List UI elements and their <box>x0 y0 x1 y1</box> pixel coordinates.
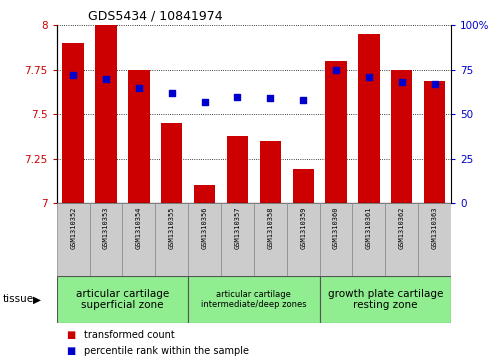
Bar <box>287 203 319 276</box>
Text: ■: ■ <box>67 330 76 340</box>
Bar <box>194 185 215 203</box>
Text: GSM1310357: GSM1310357 <box>235 207 241 249</box>
Text: tissue: tissue <box>2 294 34 305</box>
Point <box>102 76 110 82</box>
Point <box>266 95 274 101</box>
Text: GSM1310360: GSM1310360 <box>333 207 339 249</box>
Text: GSM1310359: GSM1310359 <box>300 207 306 249</box>
Text: GSM1310358: GSM1310358 <box>267 207 273 249</box>
Point <box>365 74 373 80</box>
Bar <box>63 43 84 203</box>
Text: ■: ■ <box>67 346 76 356</box>
Point <box>332 67 340 73</box>
Point <box>431 81 439 87</box>
Bar <box>95 25 117 203</box>
Bar <box>155 203 188 276</box>
Bar <box>352 203 386 276</box>
Bar <box>90 203 122 276</box>
Point <box>135 85 143 90</box>
Point <box>69 72 77 78</box>
Text: GSM1310363: GSM1310363 <box>432 207 438 249</box>
Text: GSM1310352: GSM1310352 <box>70 207 76 249</box>
Point <box>201 99 209 105</box>
Text: transformed count: transformed count <box>84 330 175 340</box>
Text: ▶: ▶ <box>33 294 41 305</box>
Bar <box>424 81 445 203</box>
Bar <box>188 203 221 276</box>
Text: GSM1310354: GSM1310354 <box>136 207 142 249</box>
Bar <box>227 136 248 203</box>
Bar <box>188 276 319 323</box>
Text: GSM1310361: GSM1310361 <box>366 207 372 249</box>
Bar <box>386 203 418 276</box>
Bar <box>325 61 347 203</box>
Point <box>168 90 176 96</box>
Text: GSM1310353: GSM1310353 <box>103 207 109 249</box>
Bar <box>122 203 155 276</box>
Text: articular cartilage
intermediate/deep zones: articular cartilage intermediate/deep zo… <box>201 290 307 309</box>
Bar <box>418 203 451 276</box>
Text: GSM1310355: GSM1310355 <box>169 207 175 249</box>
Bar <box>260 141 281 203</box>
Bar <box>391 70 413 203</box>
Bar <box>57 203 90 276</box>
Bar <box>358 34 380 203</box>
Text: GSM1310356: GSM1310356 <box>202 207 208 249</box>
Point <box>299 97 307 103</box>
Text: articular cartilage
superficial zone: articular cartilage superficial zone <box>76 289 169 310</box>
Bar <box>292 170 314 203</box>
Bar <box>161 123 182 203</box>
Bar <box>57 276 188 323</box>
Bar <box>319 203 352 276</box>
Bar <box>128 70 149 203</box>
Text: growth plate cartilage
resting zone: growth plate cartilage resting zone <box>328 289 443 310</box>
Bar <box>254 203 287 276</box>
Bar <box>221 203 254 276</box>
Point <box>234 94 242 99</box>
Bar <box>319 276 451 323</box>
Text: GSM1310362: GSM1310362 <box>399 207 405 249</box>
Text: GDS5434 / 10841974: GDS5434 / 10841974 <box>88 10 223 23</box>
Point <box>398 79 406 85</box>
Text: percentile rank within the sample: percentile rank within the sample <box>84 346 249 356</box>
